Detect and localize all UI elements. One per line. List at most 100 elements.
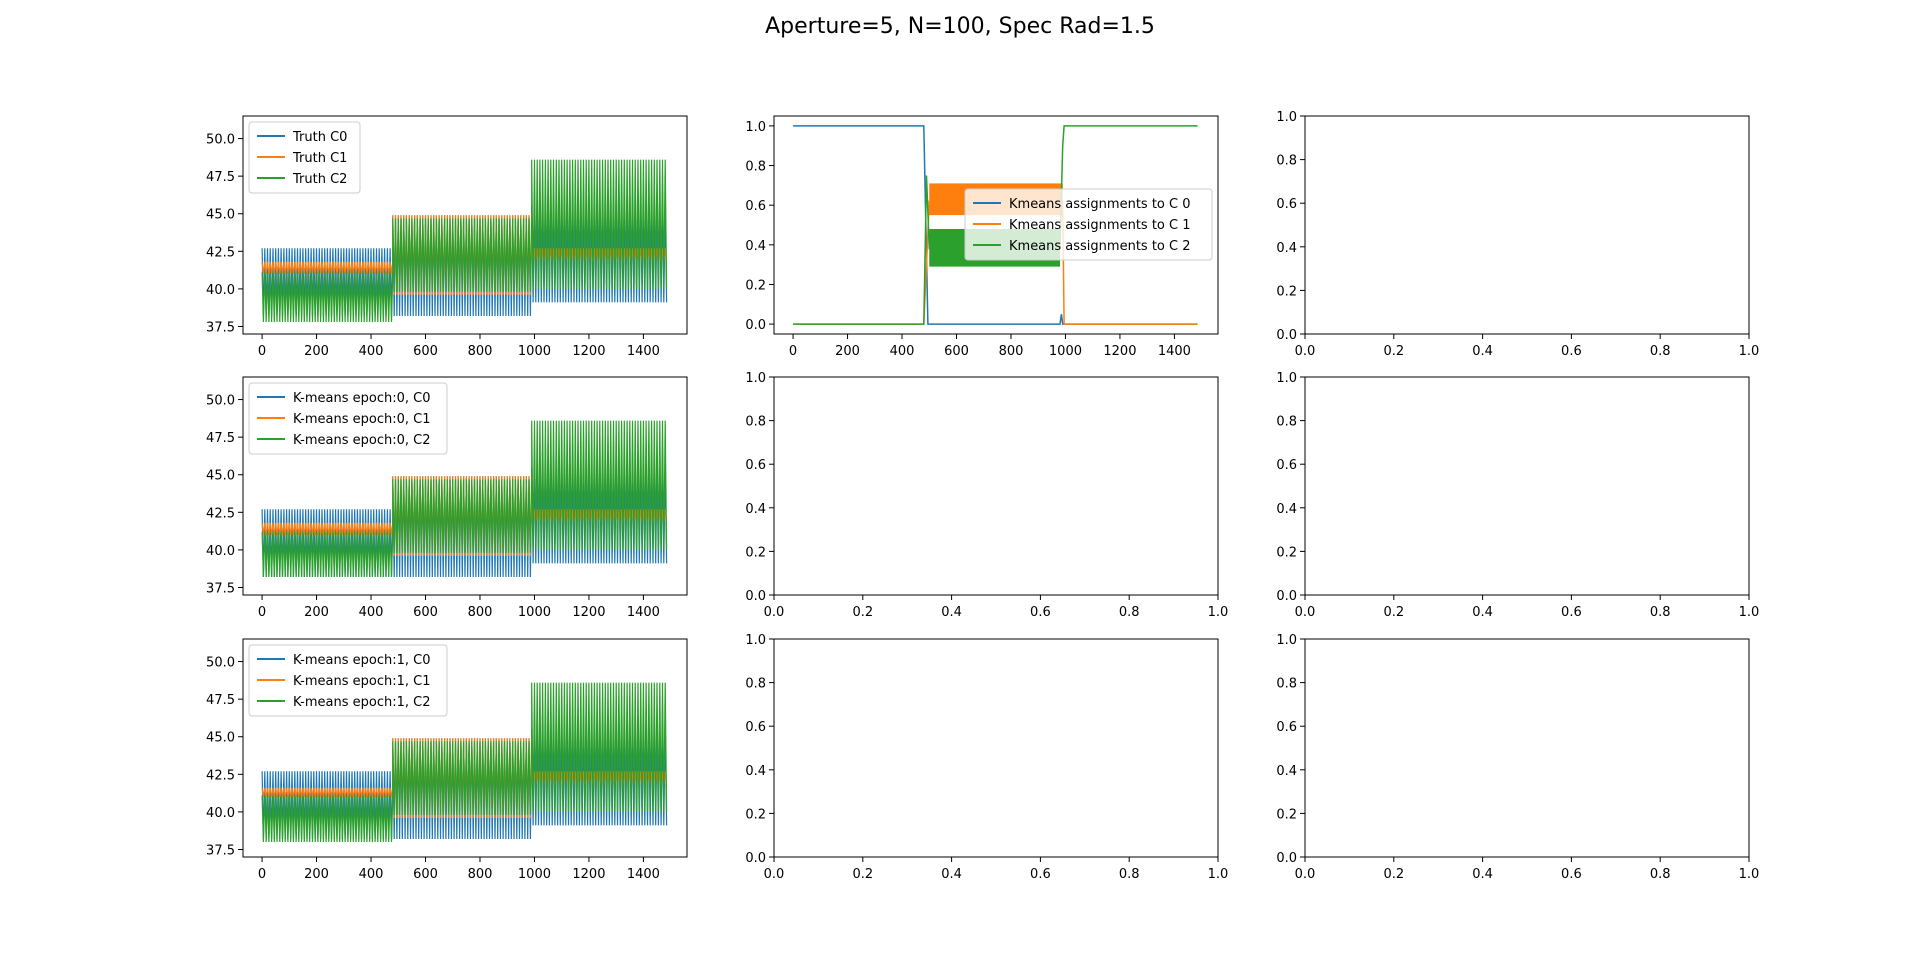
x-tick-label-8-5: 1.0 bbox=[1739, 867, 1760, 882]
legend-label-3-2: K-means epoch:0, C2 bbox=[293, 433, 430, 448]
y-tick-label-8-1: 0.2 bbox=[1276, 807, 1297, 822]
x-tick-label-5-5: 1.0 bbox=[1739, 605, 1760, 620]
x-tick-label-0-6: 1200 bbox=[572, 344, 605, 359]
axes-frame-5 bbox=[1304, 376, 1750, 596]
y-tick-label-7-4: 0.8 bbox=[745, 677, 766, 692]
x-tick-label-6-6: 1200 bbox=[572, 867, 605, 882]
y-tick-label-5-2: 0.4 bbox=[1276, 502, 1297, 517]
x-tick-label-0-4: 800 bbox=[468, 344, 493, 359]
axes-frame-0 bbox=[242, 115, 688, 335]
y-tick-label-6-0: 37.5 bbox=[206, 843, 235, 858]
legend-label-0-0: Truth C0 bbox=[292, 130, 347, 145]
y-tick-label-4-4: 0.8 bbox=[745, 415, 766, 430]
x-tick-label-3-1: 200 bbox=[304, 605, 329, 620]
axes-frame-6 bbox=[242, 638, 688, 858]
axes-frame-8 bbox=[1304, 638, 1750, 858]
y-tick-label-5-5: 1.0 bbox=[1276, 371, 1297, 386]
x-tick-label-7-1: 0.2 bbox=[852, 867, 873, 882]
x-tick-label-6-0: 0 bbox=[258, 867, 266, 882]
x-tick-label-4-1: 0.2 bbox=[852, 605, 873, 620]
y-tick-label-1-5: 1.0 bbox=[745, 120, 766, 135]
y-tick-label-3-3: 45.0 bbox=[206, 469, 235, 484]
y-tick-label-2-4: 0.8 bbox=[1276, 154, 1297, 169]
y-tick-label-6-4: 47.5 bbox=[206, 693, 235, 708]
axes-frame-1 bbox=[773, 115, 1219, 335]
y-tick-label-1-1: 0.2 bbox=[745, 278, 766, 293]
y-tick-label-4-2: 0.4 bbox=[745, 502, 766, 517]
x-tick-label-0-7: 1400 bbox=[627, 344, 660, 359]
legend-box-3 bbox=[248, 382, 448, 455]
y-tick-label-4-1: 0.2 bbox=[745, 545, 766, 560]
x-tick-label-1-4: 800 bbox=[999, 344, 1024, 359]
axes-frame-7 bbox=[773, 638, 1219, 858]
legend-6: K-means epoch:1, C0 K-means epoch:1, C1 K-… bbox=[248, 644, 448, 717]
x-tick-label-0-1: 200 bbox=[304, 344, 329, 359]
y-tick-label-0-1: 40.0 bbox=[206, 283, 235, 298]
legend-label-0-1: Truth C1 bbox=[292, 151, 347, 166]
x-tick-label-6-7: 1400 bbox=[627, 867, 660, 882]
legend-box-1 bbox=[964, 188, 1213, 261]
y-tick-label-0-2: 42.5 bbox=[206, 245, 235, 260]
x-tick-label-8-1: 0.2 bbox=[1383, 867, 1404, 882]
x-tick-label-4-0: 0.0 bbox=[764, 605, 785, 620]
axes-frame-4 bbox=[773, 376, 1219, 596]
x-tick-label-6-1: 200 bbox=[304, 867, 329, 882]
y-tick-label-1-3: 0.6 bbox=[745, 199, 766, 214]
y-tick-label-3-2: 42.5 bbox=[206, 506, 235, 521]
x-tick-label-1-3: 600 bbox=[944, 344, 969, 359]
y-tick-label-4-3: 0.6 bbox=[745, 458, 766, 473]
legend-label-6-1: K-means epoch:1, C1 bbox=[293, 674, 430, 689]
x-tick-label-0-2: 400 bbox=[359, 344, 384, 359]
x-tick-label-7-0: 0.0 bbox=[764, 867, 785, 882]
y-tick-label-2-3: 0.6 bbox=[1276, 197, 1297, 212]
y-tick-label-5-4: 0.8 bbox=[1276, 415, 1297, 430]
x-tick-label-6-3: 600 bbox=[413, 867, 438, 882]
x-tick-label-5-2: 0.4 bbox=[1472, 605, 1493, 620]
y-tick-label-8-4: 0.8 bbox=[1276, 677, 1297, 692]
legend-label-3-0: K-means epoch:0, C0 bbox=[293, 391, 430, 406]
y-tick-label-2-0: 0.0 bbox=[1276, 328, 1297, 343]
x-tick-label-1-1: 200 bbox=[835, 344, 860, 359]
subplot-1: 0 200 400 600 800 1000 1200 1400 0.0 0.2 0.4 0.6 0.8… bbox=[745, 115, 1219, 359]
x-tick-label-8-4: 0.8 bbox=[1650, 867, 1671, 882]
x-tick-label-5-3: 0.6 bbox=[1561, 605, 1582, 620]
plot-area-3 bbox=[261, 420, 668, 578]
x-tick-label-2-0: 0.0 bbox=[1295, 344, 1316, 359]
x-tick-label-2-5: 1.0 bbox=[1739, 344, 1760, 359]
x-tick-label-2-4: 0.8 bbox=[1650, 344, 1671, 359]
y-tick-label-5-1: 0.2 bbox=[1276, 545, 1297, 560]
x-tick-label-0-0: 0 bbox=[258, 344, 266, 359]
y-tick-label-6-1: 40.0 bbox=[206, 806, 235, 821]
x-tick-label-3-3: 600 bbox=[413, 605, 438, 620]
subplot-7: 0.0 0.2 0.4 0.6 0.8 1.0 0.0 0.2 0.4 0.6 0.8 1.0 bbox=[745, 633, 1228, 882]
x-tick-label-1-5: 1000 bbox=[1049, 344, 1082, 359]
axes-frame-2 bbox=[1304, 115, 1750, 335]
legend-label-1-2: Kmeans assignments to C 2 bbox=[1009, 239, 1190, 254]
y-tick-label-5-0: 0.0 bbox=[1276, 589, 1297, 604]
x-tick-label-6-2: 400 bbox=[359, 867, 384, 882]
figure-title: Aperture=5, N=100, Spec Rad=1.5 bbox=[765, 14, 1155, 39]
series-line-2 bbox=[261, 682, 668, 843]
x-tick-label-7-2: 0.4 bbox=[941, 867, 962, 882]
x-tick-label-4-4: 0.8 bbox=[1119, 605, 1140, 620]
y-tick-label-4-0: 0.0 bbox=[745, 589, 766, 604]
y-tick-label-3-5: 50.0 bbox=[206, 394, 235, 409]
plot-area-6 bbox=[261, 682, 668, 843]
y-tick-label-3-1: 40.0 bbox=[206, 544, 235, 559]
y-tick-label-0-4: 47.5 bbox=[206, 170, 235, 185]
legend-1: Kmeans assignments to C 0 Kmeans assignme… bbox=[964, 188, 1213, 261]
x-tick-label-2-2: 0.4 bbox=[1472, 344, 1493, 359]
legend-box-6 bbox=[248, 644, 448, 717]
legend-label-1-1: Kmeans assignments to C 1 bbox=[1009, 218, 1190, 233]
x-tick-label-1-7: 1400 bbox=[1158, 344, 1191, 359]
subplot-5: 0.0 0.2 0.4 0.6 0.8 1.0 0.0 0.2 0.4 0.6 0.8 1.0 bbox=[1276, 371, 1759, 620]
y-tick-label-1-4: 0.8 bbox=[745, 160, 766, 175]
y-tick-label-2-1: 0.2 bbox=[1276, 284, 1297, 299]
y-tick-label-1-2: 0.4 bbox=[745, 239, 766, 254]
x-tick-label-4-5: 1.0 bbox=[1208, 605, 1229, 620]
x-tick-label-1-6: 1200 bbox=[1103, 344, 1136, 359]
x-tick-label-4-2: 0.4 bbox=[941, 605, 962, 620]
subplot-6: 0 200 400 600 800 1000 1200 1400 37.5 40.0 42.5 45.… bbox=[206, 638, 688, 882]
